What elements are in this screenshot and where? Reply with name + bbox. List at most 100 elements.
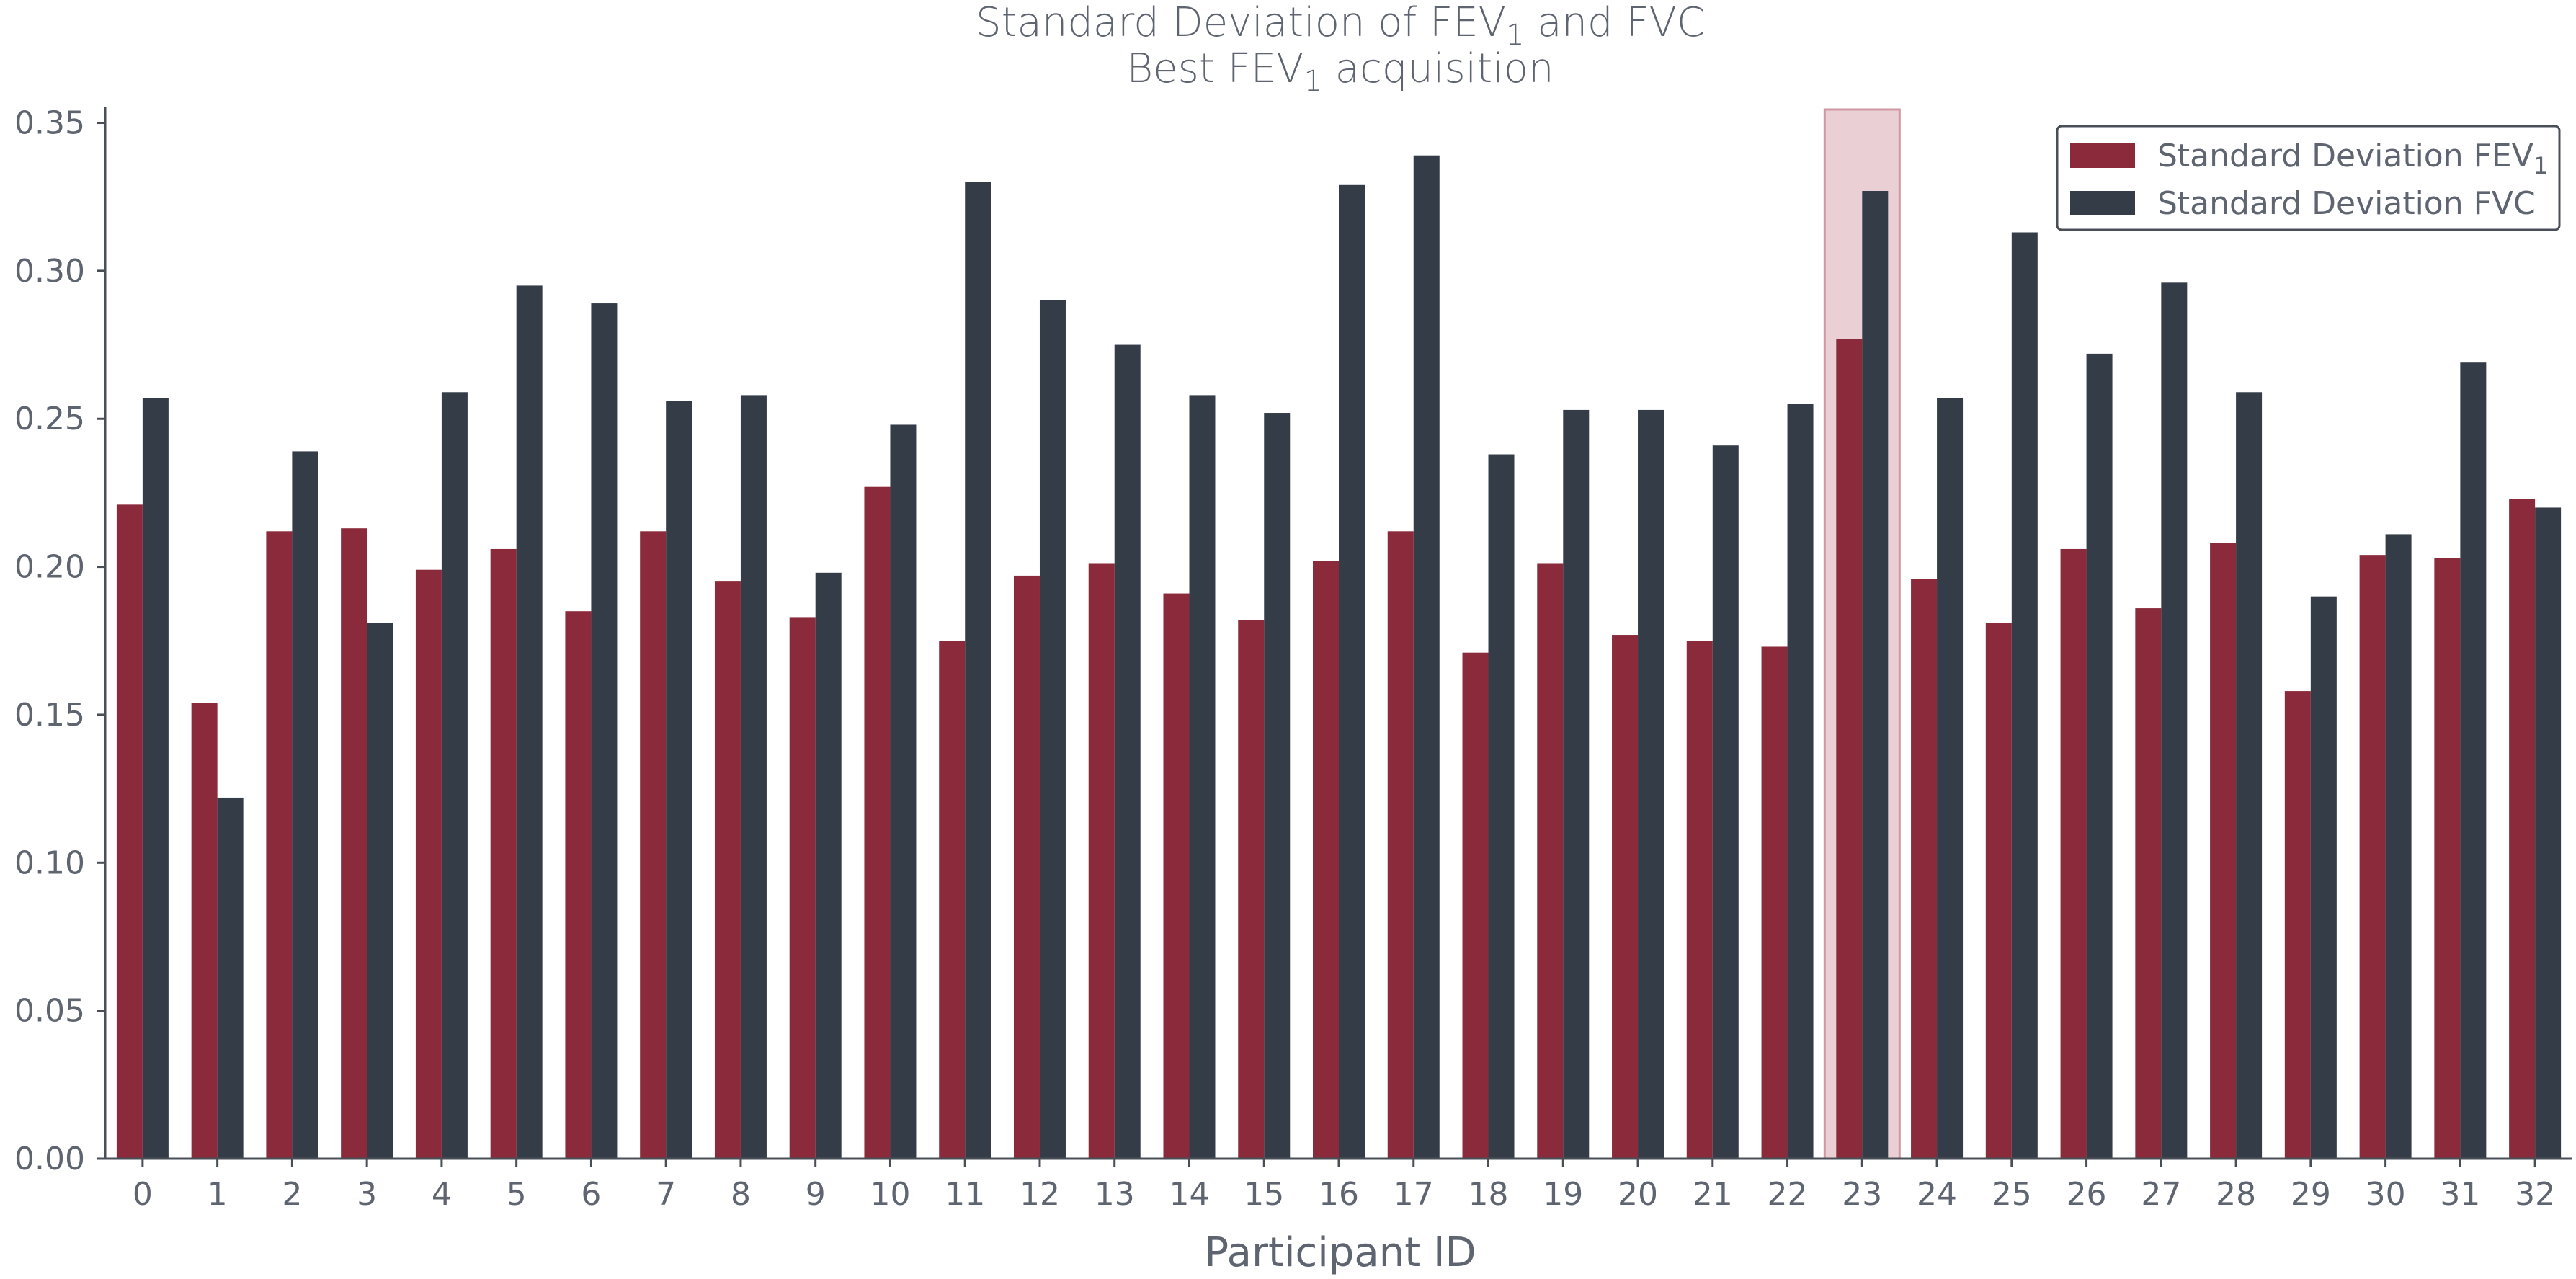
legend-swatch-fev1 xyxy=(2070,143,2135,168)
y-tick-label-0.10: 0.10 xyxy=(14,845,85,881)
bar-fvc-28 xyxy=(2236,392,2263,1159)
x-tick-label-8: 8 xyxy=(731,1176,751,1213)
bar-fev1-1 xyxy=(191,703,218,1159)
x-tick-label-19: 19 xyxy=(1543,1176,1583,1213)
axes: 0 1 2 3 4 5 6 7 8 9 10 11 12 13 14 15 16 17 18 19 20 21 22 23 24… xyxy=(14,105,2572,1213)
plot-area xyxy=(116,108,2562,1160)
x-tick-label-6: 6 xyxy=(581,1176,601,1213)
bar-fvc-9 xyxy=(815,572,842,1159)
bar-fvc-16 xyxy=(1339,184,1365,1159)
x-tick-label-30: 30 xyxy=(2366,1176,2406,1213)
bar-fvc-27 xyxy=(2161,282,2188,1159)
x-tick-label-22: 22 xyxy=(1768,1176,1808,1213)
bar-fvc-32 xyxy=(2535,507,2562,1159)
x-tick-label-25: 25 xyxy=(1992,1176,2032,1213)
y-tick-label-0.30: 0.30 xyxy=(14,253,85,290)
bar-fev1-5 xyxy=(490,548,517,1159)
x-tick-label-4: 4 xyxy=(432,1176,452,1213)
bar-fvc-5 xyxy=(516,285,543,1159)
bar-fev1-29 xyxy=(2284,691,2311,1159)
bar-fvc-12 xyxy=(1039,300,1066,1159)
chart-title: Standard Deviation of FEV1 and FVC Best … xyxy=(976,0,1705,98)
bar-fev1-18 xyxy=(1462,652,1489,1159)
y-tick-label-0.00: 0.00 xyxy=(14,1141,85,1177)
bar-fev1-9 xyxy=(789,617,816,1159)
bar-fvc-14 xyxy=(1189,395,1216,1159)
x-tick-label-0: 0 xyxy=(133,1176,153,1213)
x-tick-label-3: 3 xyxy=(357,1176,377,1213)
y-tick-label-0.20: 0.20 xyxy=(14,549,85,586)
x-tick-label-11: 11 xyxy=(945,1176,985,1213)
bar-fev1-13 xyxy=(1088,563,1115,1159)
bar-fev1-20 xyxy=(1612,635,1639,1159)
bar-fvc-8 xyxy=(740,395,767,1159)
legend-box xyxy=(2056,125,2561,231)
bar-fev1-7 xyxy=(640,531,667,1159)
bar-fev1-14 xyxy=(1163,593,1190,1159)
bar-fev1-25 xyxy=(1985,623,2012,1159)
bar-fvc-10 xyxy=(890,424,917,1159)
x-tick-label-15: 15 xyxy=(1244,1176,1284,1213)
bar-fvc-26 xyxy=(2086,353,2113,1159)
bar-fvc-23 xyxy=(1862,190,1889,1159)
bar-fvc-30 xyxy=(2385,534,2412,1159)
y-tick-label-0.25: 0.25 xyxy=(14,401,85,437)
x-tick-label-16: 16 xyxy=(1319,1176,1359,1213)
chart-title-line-2: Best FEV1 acquisition xyxy=(1127,45,1554,98)
bar-fev1-30 xyxy=(2359,555,2386,1159)
bar-fev1-17 xyxy=(1387,531,1414,1159)
bar-fev1-28 xyxy=(2210,543,2237,1159)
bar-fev1-12 xyxy=(1013,575,1040,1159)
x-tick-label-18: 18 xyxy=(1469,1176,1509,1213)
bar-fev1-24 xyxy=(1911,579,1938,1159)
x-tick-label-21: 21 xyxy=(1693,1176,1733,1213)
bar-fvc-7 xyxy=(666,401,692,1159)
bar-fev1-26 xyxy=(2060,548,2087,1159)
x-axis-label: Participant ID xyxy=(1204,1229,1476,1276)
x-tick-label-14: 14 xyxy=(1169,1176,1209,1213)
bar-fev1-8 xyxy=(714,581,741,1159)
bar-fev1-16 xyxy=(1313,561,1339,1159)
x-tick-label-32: 32 xyxy=(2515,1176,2555,1213)
bar-fvc-31 xyxy=(2460,362,2487,1159)
bar-fvc-6 xyxy=(591,303,618,1159)
x-tick-label-23: 23 xyxy=(1842,1176,1882,1213)
x-tick-label-28: 28 xyxy=(2216,1176,2256,1213)
bar-fev1-23 xyxy=(1836,339,1863,1159)
bar-fev1-3 xyxy=(341,528,367,1159)
x-tick-label-20: 20 xyxy=(1618,1176,1658,1213)
bar-fev1-6 xyxy=(565,611,592,1159)
bar-fev1-0 xyxy=(116,504,143,1159)
bar-fvc-29 xyxy=(2310,596,2337,1159)
bar-fvc-19 xyxy=(1563,409,1590,1159)
x-tick-label-26: 26 xyxy=(2067,1176,2107,1213)
x-tick-label-10: 10 xyxy=(870,1176,910,1213)
x-tick-label-9: 9 xyxy=(806,1176,826,1213)
bar-fev1-10 xyxy=(864,486,891,1159)
bar-fvc-24 xyxy=(1937,398,1964,1159)
x-tick-label-17: 17 xyxy=(1394,1176,1434,1213)
x-tick-label-12: 12 xyxy=(1020,1176,1060,1213)
bar-fvc-17 xyxy=(1413,155,1440,1159)
legend-label-fev1: Standard Deviation FEV1 xyxy=(2157,138,2548,179)
bar-fvc-15 xyxy=(1264,413,1291,1159)
y-tick-label-0.15: 0.15 xyxy=(14,697,85,734)
x-tick-label-13: 13 xyxy=(1095,1176,1135,1213)
bar-fev1-32 xyxy=(2509,499,2536,1159)
legend: Standard Deviation FEV1 Standard Deviatio… xyxy=(2056,125,2561,231)
bar-fev1-27 xyxy=(2135,608,2162,1159)
bar-fvc-3 xyxy=(367,623,393,1159)
legend-label-fvc: Standard Deviation FVC xyxy=(2157,185,2536,222)
bar-fvc-18 xyxy=(1488,454,1515,1159)
bar-fvc-22 xyxy=(1787,404,1814,1159)
x-tick-label-31: 31 xyxy=(2440,1176,2480,1213)
x-tick-label-1: 1 xyxy=(208,1176,228,1213)
x-tick-label-27: 27 xyxy=(2141,1176,2181,1213)
legend-swatch-fvc xyxy=(2070,191,2135,215)
bar-fev1-11 xyxy=(939,641,966,1159)
bar-fev1-22 xyxy=(1761,646,1788,1159)
bar-fev1-19 xyxy=(1537,563,1564,1159)
x-tick-label-5: 5 xyxy=(507,1176,527,1213)
bar-fvc-1 xyxy=(217,797,244,1159)
